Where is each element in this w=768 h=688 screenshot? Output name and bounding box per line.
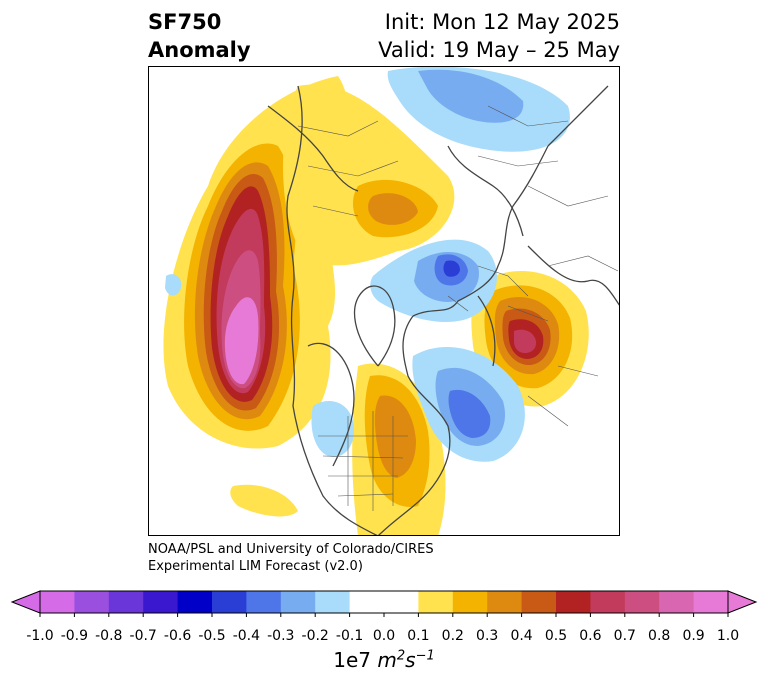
colorbar-cell xyxy=(177,591,213,613)
colorbar-tick-label: -0.2 xyxy=(301,628,329,644)
pacific-positive-anomaly xyxy=(163,76,349,449)
credit-line-1: NOAA/PSL and University of Colorado/CIRE… xyxy=(148,542,434,557)
colorbar-cell xyxy=(556,591,591,613)
variable-subtitle: Anomaly xyxy=(148,38,251,62)
colorbar-tick-label: -0.3 xyxy=(267,628,295,644)
colorbar-cell xyxy=(624,591,660,613)
colorbar-cell xyxy=(315,591,351,613)
colorbar-cell xyxy=(659,591,695,613)
colorbar-tick-label: 1.0 xyxy=(716,628,740,644)
colorbar-tick-label: -0.7 xyxy=(129,628,157,644)
country-borders xyxy=(297,105,619,511)
units-s: s xyxy=(405,648,416,672)
colorbar-cell xyxy=(452,591,488,613)
colorbar-cell xyxy=(212,591,247,613)
colorbar-tick-label: 0.1 xyxy=(407,628,430,644)
map-title: SF750 Anomaly xyxy=(148,8,251,64)
pole-negative-anomaly xyxy=(370,239,497,322)
credit-text: NOAA/PSL and University of Colorado/CIRE… xyxy=(148,541,434,575)
colorbar-cell xyxy=(487,591,523,613)
colorbar-tick-label: -0.8 xyxy=(95,628,123,644)
colorbar-tick-label: -0.4 xyxy=(232,628,261,644)
colorbar-tick-label: 0.6 xyxy=(579,628,602,644)
colorbar-cell xyxy=(40,591,75,613)
colorbar-cell xyxy=(74,591,110,613)
colorbar-min-extension xyxy=(10,590,41,614)
colorbar-cell xyxy=(384,591,419,613)
anomaly-map xyxy=(148,66,620,536)
colorbar-tick-label: 0.7 xyxy=(613,628,636,644)
units-var: m xyxy=(377,648,397,672)
colorbar-cell xyxy=(349,591,385,613)
colorbar-tick-label: -1.0 xyxy=(26,628,54,644)
colorbar-tick-label: 0.3 xyxy=(476,628,499,644)
colorbar-tick-label: -0.1 xyxy=(335,628,364,644)
colorbar-cell xyxy=(418,591,454,613)
colorbar-cell xyxy=(143,591,179,613)
init-date: Init: Mon 12 May 2025 xyxy=(384,10,620,34)
colorbar-tick-label: 0.2 xyxy=(441,628,464,644)
colorbar-tick-label: 0.4 xyxy=(510,628,533,644)
colorbar-tick-label: 0.0 xyxy=(372,628,396,644)
colorbar-tick-label: 0.5 xyxy=(544,628,568,644)
atlantic-negative-anomaly xyxy=(412,347,525,462)
colorbar-tick-labels: -1.0 -0.9 -0.8 -0.7 -0.6 -0.5 -0.4 -0.3 -0.2 -0.1… xyxy=(0,628,768,646)
contour-violet xyxy=(224,297,259,385)
colorbar-tick-label: -0.9 xyxy=(60,628,89,644)
colorbar-tick-label: -0.6 xyxy=(163,628,192,644)
small-positive-patch xyxy=(230,484,298,517)
colorbar-cell xyxy=(246,591,282,613)
units-base: 1e7 xyxy=(333,648,378,672)
colorbar-max-extension xyxy=(727,590,758,614)
colorbar-cell xyxy=(693,591,729,613)
credit-line-2: Experimental LIM Forecast (v2.0) xyxy=(148,559,363,574)
colorbar-units: 1e7 m2s−1 xyxy=(0,648,768,672)
colorbar-cell xyxy=(108,591,144,613)
coastlines xyxy=(267,85,620,536)
north-negative-anomaly xyxy=(387,66,570,152)
colorbar xyxy=(10,590,758,617)
colorbar-cell xyxy=(590,591,626,613)
central-positive-anomaly xyxy=(352,363,446,536)
colorbar-tick-label: 0.9 xyxy=(682,628,705,644)
colorbar-tick-label: 0.8 xyxy=(648,628,671,644)
forecast-dates: Init: Mon 12 May 2025 Valid: 19 May – 25… xyxy=(378,8,620,64)
colorbar-tick-label: -0.5 xyxy=(198,628,226,644)
arctic-positive-anomaly xyxy=(283,84,455,266)
colorbar-cell xyxy=(280,591,316,613)
valid-range: Valid: 19 May – 25 May xyxy=(378,38,620,62)
units-exp2: −1 xyxy=(415,648,435,664)
colorbar-cell xyxy=(521,591,557,613)
variable-name: SF750 xyxy=(148,10,222,34)
units-exp1: 2 xyxy=(396,648,406,664)
